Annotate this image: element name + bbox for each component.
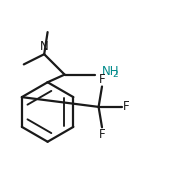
Text: F: F [99,128,105,141]
Text: F: F [123,100,130,113]
Text: NH: NH [102,65,120,78]
Text: N: N [40,40,49,53]
Text: 2: 2 [113,70,118,79]
Text: F: F [99,73,105,86]
